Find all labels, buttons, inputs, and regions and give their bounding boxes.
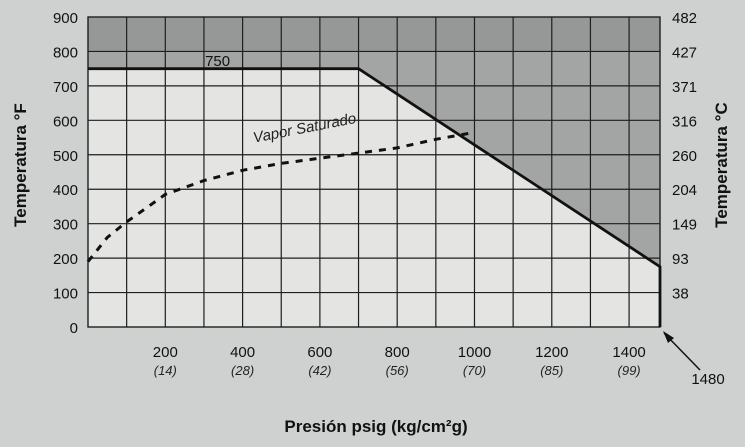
y-tick-label-right: 204 bbox=[672, 182, 697, 199]
y-tick-label-right: 38 bbox=[672, 286, 689, 303]
x-tick-sublabel: (56) bbox=[386, 363, 409, 378]
annotation-arrowhead bbox=[663, 331, 674, 343]
x-tick-sublabel: (70) bbox=[463, 363, 486, 378]
annotation-1480: 1480 bbox=[691, 371, 724, 388]
x-tick-label: 800 bbox=[385, 344, 410, 361]
saturated-vapor-curve bbox=[86, 130, 475, 263]
shaded-region bbox=[88, 17, 660, 267]
y-tick-label-left: 300 bbox=[53, 217, 78, 234]
x-tick-label: 1200 bbox=[535, 344, 568, 361]
x-axis-label: Presión psig (kg/cm²g) bbox=[284, 417, 467, 436]
y-tick-label-right: 260 bbox=[672, 148, 697, 165]
x-tick-sublabel: (85) bbox=[540, 363, 563, 378]
y-tick-label-right: 371 bbox=[672, 79, 697, 96]
y-tick-label-left: 200 bbox=[53, 251, 78, 268]
x-tick-sublabel: (42) bbox=[308, 363, 331, 378]
y-axis-label-left: Temperatura °F bbox=[11, 103, 30, 227]
tick-labels: 0 100 200 300 400 500 600 700 800 900 38 93 149 204 26… bbox=[53, 10, 697, 378]
y-tick-label-left: 800 bbox=[53, 44, 78, 61]
limit-line bbox=[88, 67, 662, 327]
y-tick-label-left: 700 bbox=[53, 79, 78, 96]
y-tick-label-right: 482 bbox=[672, 10, 697, 27]
annotation-750: 750 bbox=[205, 53, 230, 70]
annotations: 750 1480 bbox=[205, 53, 725, 388]
y-tick-label-right: 427 bbox=[672, 44, 697, 61]
plot-frame bbox=[87, 16, 661, 328]
x-tick-label: 600 bbox=[307, 344, 332, 361]
top-band bbox=[88, 17, 660, 52]
x-tick-label: 1000 bbox=[458, 344, 491, 361]
x-tick-label: 200 bbox=[153, 344, 178, 361]
y-tick-label-right: 149 bbox=[672, 217, 697, 234]
x-tick-sublabel: (99) bbox=[618, 363, 641, 378]
y-axis-label-right: Temperatura °C bbox=[712, 102, 731, 228]
y-tick-label-right: 316 bbox=[672, 113, 697, 130]
plot-area bbox=[88, 17, 660, 327]
y-tick-label-left: 900 bbox=[53, 10, 78, 27]
y-tick-label-left: 100 bbox=[53, 286, 78, 303]
x-tick-label: 1400 bbox=[612, 344, 645, 361]
y-tick-label-left: 500 bbox=[53, 148, 78, 165]
y-tick-label-left: 400 bbox=[53, 182, 78, 199]
y-tick-label-left: 0 bbox=[70, 320, 78, 337]
y-tick-label-right: 93 bbox=[672, 251, 689, 268]
x-tick-sublabel: (14) bbox=[154, 363, 177, 378]
x-tick-label: 400 bbox=[230, 344, 255, 361]
y-tick-label-left: 600 bbox=[53, 113, 78, 130]
x-tick-sublabel: (28) bbox=[231, 363, 254, 378]
